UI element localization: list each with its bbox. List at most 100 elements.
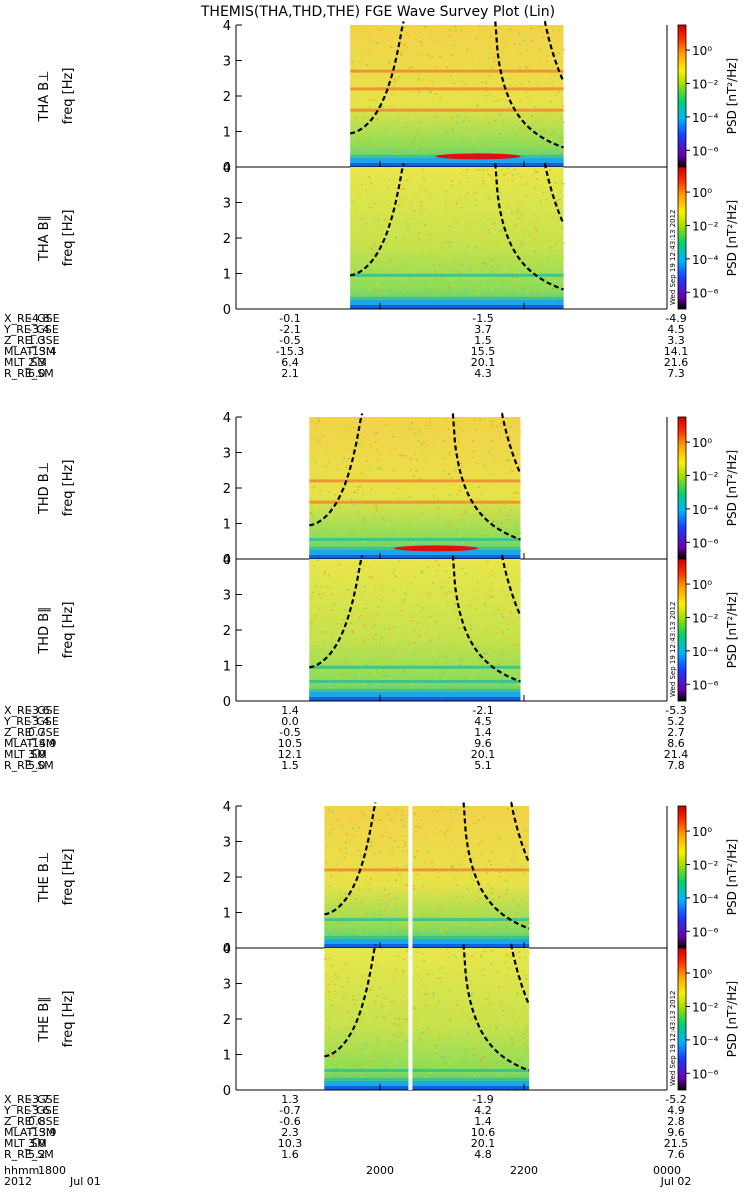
- y-tick-label: 2: [223, 624, 231, 639]
- y-tick-label: 4: [223, 411, 231, 426]
- ephemeris-name: Z_RE_GSE: [4, 726, 60, 739]
- ephemeris-value: 3.7: [474, 323, 492, 336]
- ephemeris-name: Y_RE_GSE: [3, 323, 59, 336]
- ephemeris-value: -3.6: [28, 704, 49, 717]
- ephemeris-value: 20.1: [471, 748, 496, 761]
- y-tick-label: 3: [223, 55, 231, 70]
- curve-left-rising: [324, 944, 377, 1058]
- frequency-band: [324, 1068, 530, 1072]
- low-frequency-floor: [309, 692, 521, 701]
- ephemeris-value: -13.4: [28, 345, 56, 358]
- ephemeris-value: 9.6: [667, 1126, 685, 1139]
- curve-edge: [543, 20, 565, 83]
- probe-group-the: 0 1 2 3 4 THE B⊥ freq [Hz] 10⁰ 10⁻² 10⁻⁴ 10⁻⁶ PSD […: [3, 800, 739, 1161]
- ephemeris-name: MLT_SM: [4, 356, 47, 369]
- curve-edge: [510, 943, 531, 1006]
- colorbar: [677, 24, 687, 168]
- colorbar-label: PSD [nT²/Hz]: [725, 58, 739, 134]
- colorbar-tick-label: 10⁻⁴: [692, 892, 719, 906]
- ephemeris-value: 21.6: [664, 356, 689, 369]
- curve-right-falling: [451, 413, 521, 541]
- colorbar-tick-label: 10⁻⁶: [692, 536, 719, 550]
- ephemeris-value: 5.1: [474, 759, 492, 772]
- colorbar-tick-label: 10⁻²: [692, 858, 719, 872]
- probe-group-thd: 0 1 2 3 4 THD B⊥ freq [Hz] 10⁰ 10⁻² 10⁻⁴ 10⁻⁶ PSD […: [3, 411, 739, 772]
- ephemeris-value: 2.1: [281, 367, 299, 380]
- colorbar-tick-label: 10⁻⁴: [692, 1034, 719, 1048]
- frequency-band: [309, 537, 521, 541]
- frequency-band: [350, 69, 564, 73]
- ephemeris-value: -3.6: [28, 1104, 49, 1117]
- y-tick-label: 2: [223, 90, 231, 105]
- ephemeris-value: 4.5: [667, 323, 685, 336]
- ephemeris-name: Y_RE_GSE: [3, 715, 59, 728]
- ephemeris-value: -14.9: [28, 737, 56, 750]
- colorbar: [677, 558, 687, 702]
- curve-edge: [543, 162, 565, 225]
- y-tick-label: 0: [223, 161, 231, 176]
- cyclotron-curves: [350, 20, 565, 149]
- ephemeris-value: 5.2: [667, 715, 685, 728]
- y-tick-label: 4: [223, 942, 231, 957]
- spectrogram-background: [324, 948, 530, 1090]
- ephemeris-name: R_RE_SM: [4, 367, 54, 380]
- ephemeris-value: 10.6: [471, 1126, 496, 1139]
- ephemeris-value: 2.8: [667, 1115, 685, 1128]
- y-tick-label: 1: [223, 126, 231, 141]
- ephemeris-value: 21.5: [664, 1137, 689, 1150]
- ephemeris-name: MLAT_SM: [4, 1126, 55, 1139]
- y-tick-label: 1: [223, 518, 231, 533]
- ephemeris-value: -0.7: [279, 1104, 300, 1117]
- frequency-band: [350, 108, 564, 112]
- ephemeris-value: -0.1: [279, 312, 300, 325]
- ephemeris-value: -2.1: [279, 323, 300, 336]
- frequency-band: [309, 665, 521, 669]
- colorbar-tick-label: 10⁻²: [692, 611, 719, 625]
- ephemeris-value: -4.8: [28, 312, 49, 325]
- ephemeris-value: 12.1: [278, 748, 303, 761]
- spectrogram-background: [309, 417, 521, 559]
- strong-emission-line: [393, 545, 479, 552]
- y-axis-label: freq [Hz]: [61, 460, 76, 517]
- strong-emission-line: [435, 153, 521, 160]
- colorbar-tick-label: 10⁻⁶: [692, 1067, 719, 1081]
- colorbar-tick-label: 10⁰: [692, 186, 712, 200]
- ephemeris-table: X_RE_GSE-3.6 1.4 -2.1 -5.3 Y_RE_GSE-3.4 0.0 4.…: [3, 704, 688, 772]
- ephemeris-value: 9.6: [474, 737, 492, 750]
- colorbar-tick-label: 10⁻²: [692, 1000, 719, 1014]
- colorbar: [677, 416, 687, 560]
- colorbar-label: PSD [nT²/Hz]: [725, 839, 739, 915]
- low-frequency-floor: [324, 939, 530, 948]
- colorbar-tick-label: 10⁻²: [692, 219, 719, 233]
- ephemeris-value: 1.3: [281, 1093, 299, 1106]
- x-axis-label: hhmm: [4, 1164, 39, 1177]
- y-tick-label: 1: [223, 907, 231, 922]
- ephemeris-value: 2.7: [667, 726, 685, 739]
- ephemeris-value: 3.0: [28, 1137, 46, 1150]
- ephemeris-name: MLAT_SM: [4, 737, 55, 750]
- ephemeris-value: -0.5: [279, 334, 300, 347]
- ephemeris-value: 21.4: [664, 748, 689, 761]
- ephemeris-name: X_RE_GSE: [4, 1093, 60, 1106]
- x-tick-label: 2200: [510, 1164, 538, 1177]
- low-frequency-floor-deep: [324, 944, 530, 948]
- low-frequency-floor: [324, 1081, 530, 1090]
- ephemeris-name: X_RE_GSE: [4, 704, 60, 717]
- low-frequency-floor: [350, 300, 564, 309]
- panel-label: THE B∥: [37, 996, 52, 1042]
- colorbar-tick-label: 10⁻⁴: [692, 111, 719, 125]
- panel-label: THE B⊥: [37, 852, 52, 903]
- y-axis-label: freq [Hz]: [61, 68, 76, 125]
- ephemeris-value: -5.2: [665, 1093, 686, 1106]
- ephemeris-value: 1.6: [281, 1148, 299, 1161]
- y-tick-label: 0: [223, 1084, 231, 1099]
- curve-right-falling: [494, 163, 564, 291]
- ephemeris-name: Z_RE_GSE: [4, 1115, 60, 1128]
- colorbar-label: PSD [nT²/Hz]: [725, 450, 739, 526]
- y-tick-label: 2: [223, 482, 231, 497]
- y-tick-label: 1: [223, 268, 231, 283]
- colorbar: [677, 166, 687, 310]
- date-label-start: Jul 01: [69, 1175, 101, 1188]
- ephemeris-name: Y_RE_GSE: [3, 1104, 59, 1117]
